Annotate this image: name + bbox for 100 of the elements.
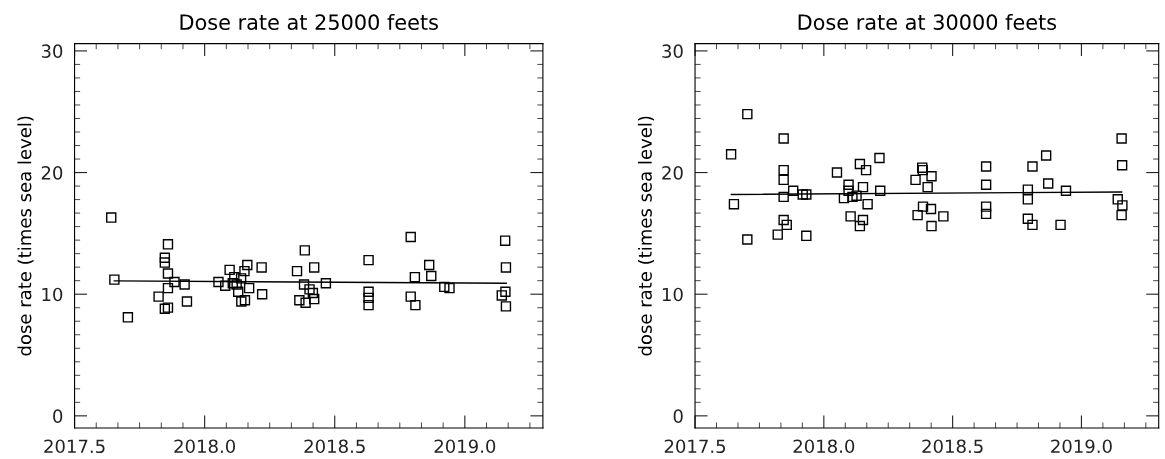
point — [912, 209, 923, 221]
point — [854, 158, 866, 170]
point — [742, 234, 753, 245]
point — [179, 279, 190, 290]
point — [291, 265, 303, 277]
point — [181, 296, 193, 307]
y-tick-label: 10 — [662, 287, 683, 302]
point — [1116, 209, 1127, 221]
point — [1116, 160, 1128, 171]
point — [854, 220, 866, 232]
point — [772, 229, 783, 240]
point — [300, 297, 311, 308]
point — [307, 287, 319, 299]
point — [778, 174, 789, 186]
point — [831, 167, 843, 178]
point — [1022, 194, 1034, 205]
point — [106, 212, 117, 223]
point — [781, 219, 792, 231]
point — [213, 276, 224, 288]
point — [980, 161, 992, 172]
point — [219, 280, 231, 291]
point — [256, 288, 268, 300]
point — [845, 211, 856, 222]
point — [109, 274, 120, 285]
point — [439, 281, 450, 293]
point — [787, 185, 799, 197]
point — [938, 211, 949, 222]
point — [500, 301, 512, 312]
x-tick-label: 2017.5 — [664, 439, 726, 454]
point — [778, 214, 789, 226]
point — [725, 149, 737, 160]
point — [410, 299, 421, 311]
point — [363, 292, 374, 304]
y-tick-label: 20 — [662, 166, 683, 180]
point — [363, 299, 374, 311]
point — [801, 230, 812, 242]
point — [304, 284, 315, 295]
point — [922, 181, 933, 193]
point — [778, 191, 789, 203]
point — [256, 262, 267, 273]
y-tick-label: 20 — [41, 166, 63, 180]
point — [231, 279, 242, 290]
point — [1027, 219, 1038, 231]
point — [299, 245, 311, 256]
x-tick-label: 2019.0 — [434, 439, 496, 454]
point — [242, 259, 253, 271]
point — [910, 174, 921, 186]
point — [162, 282, 174, 294]
point — [500, 286, 511, 297]
point — [153, 291, 164, 302]
x-tick-label: 2019.0 — [1051, 439, 1112, 454]
point — [926, 170, 937, 182]
point — [169, 276, 180, 288]
point — [308, 293, 320, 305]
point — [1116, 133, 1127, 144]
y-tick-label: 30 — [662, 44, 683, 59]
point — [1060, 185, 1072, 197]
point — [320, 278, 332, 289]
point — [980, 179, 992, 190]
point — [838, 192, 850, 204]
point — [308, 262, 320, 273]
point — [801, 189, 812, 200]
y-tick-label: 10 — [42, 287, 63, 302]
point — [444, 282, 455, 294]
x-tick-label: 2018.5 — [304, 439, 365, 454]
point — [1040, 150, 1052, 161]
point — [843, 185, 854, 197]
point — [778, 164, 789, 176]
point — [1117, 200, 1128, 211]
point — [1055, 219, 1066, 231]
x-tick-label: 2018.0 — [174, 439, 236, 454]
point — [233, 286, 244, 297]
point — [239, 265, 250, 277]
point — [1027, 161, 1038, 172]
point — [860, 164, 872, 176]
point — [742, 108, 753, 120]
point — [159, 257, 171, 268]
point — [405, 231, 416, 243]
point — [426, 270, 437, 282]
point — [363, 254, 374, 266]
y-tick-label: 0 — [53, 409, 63, 423]
point — [926, 220, 937, 232]
x-tick-label: 2018.0 — [793, 439, 855, 454]
point — [778, 133, 789, 144]
point — [162, 268, 174, 279]
chart-title: Dose rate at 30000 feets — [798, 13, 1057, 31]
point — [857, 181, 869, 193]
point — [159, 252, 171, 263]
chart-title: Dose rate at 25000 feets — [180, 13, 438, 31]
point — [980, 201, 992, 212]
point — [224, 264, 235, 276]
point — [496, 290, 507, 301]
x-tick-label: 2018.5 — [922, 439, 983, 454]
point — [843, 179, 854, 190]
point — [122, 312, 134, 323]
y-axis-title: dose rate (times sea level) — [637, 116, 655, 356]
point — [423, 259, 435, 271]
point — [294, 295, 305, 306]
point — [500, 262, 512, 273]
point — [243, 282, 255, 294]
